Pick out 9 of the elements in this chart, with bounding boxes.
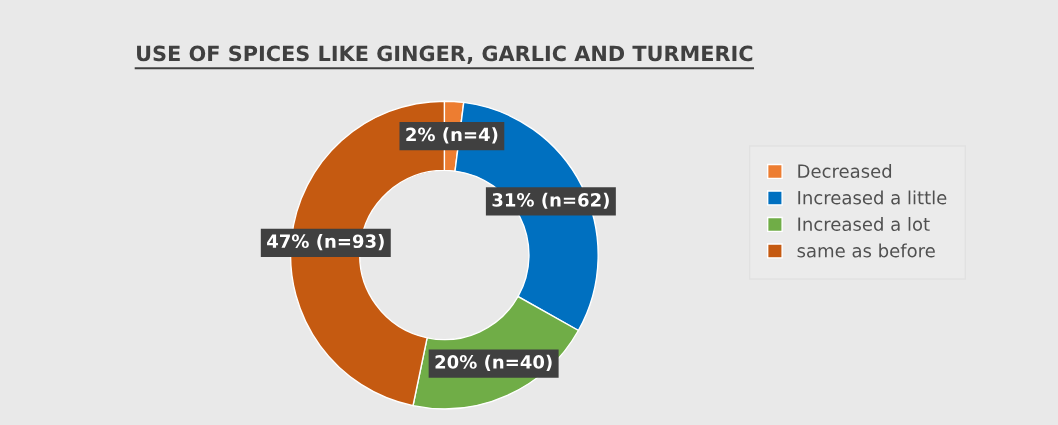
data-label: 47% (n=93) — [267, 234, 384, 251]
data-label: 20% (n=40) — [435, 354, 552, 371]
legend-label: Increased a little — [798, 190, 947, 205]
data-label: 2% (n=4) — [406, 127, 498, 144]
legend-label: Decreased — [798, 164, 892, 178]
chart-title: USE OF SPICES LIKE GINGER, GARLIC AND TURMERIC — [137, 45, 753, 64]
data-label: 31% (n=62) — [492, 192, 609, 209]
legend-label: same as before — [797, 243, 935, 258]
legend-label: Increased a lot — [798, 217, 930, 231]
